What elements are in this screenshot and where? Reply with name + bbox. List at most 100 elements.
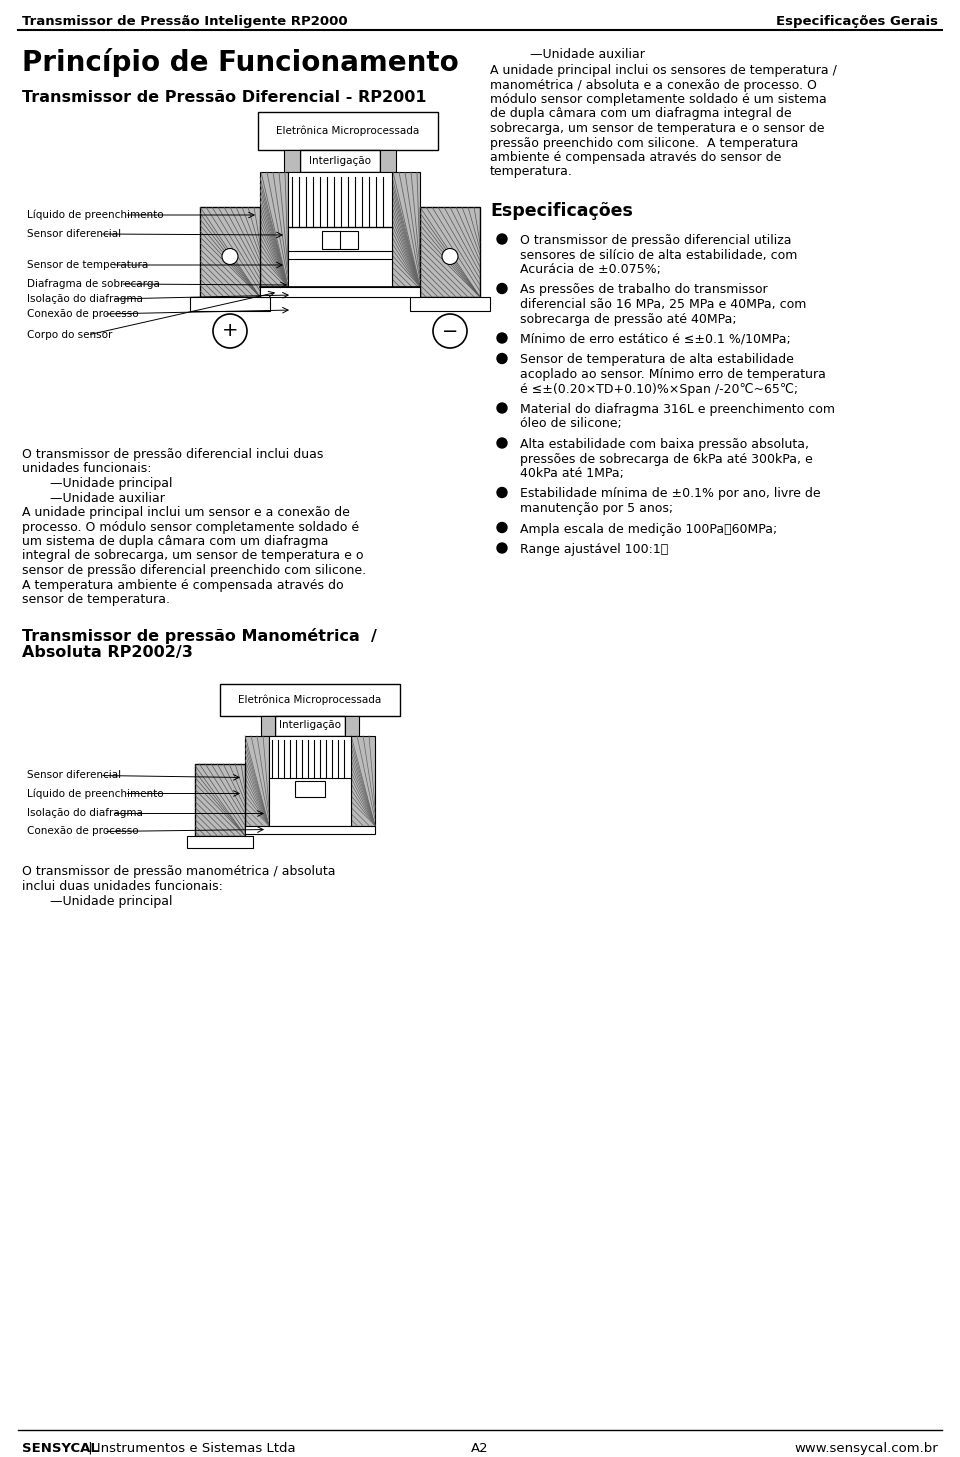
Text: SENSYCAL: SENSYCAL <box>22 1442 99 1456</box>
Bar <box>190 297 270 310</box>
Bar <box>288 172 392 287</box>
Text: Sensor de temperatura de alta estabilidade: Sensor de temperatura de alta estabilida… <box>520 354 794 367</box>
Circle shape <box>497 543 507 554</box>
Text: Sensor diferencial: Sensor diferencial <box>27 229 121 239</box>
Text: −: − <box>442 322 458 341</box>
Text: O transmissor de pressão diferencial inclui duas: O transmissor de pressão diferencial inc… <box>22 447 324 460</box>
Text: +: + <box>222 322 238 341</box>
Circle shape <box>497 334 507 342</box>
Text: manométrica / absoluta e a conexão de processo. O: manométrica / absoluta e a conexão de pr… <box>490 79 817 92</box>
Text: Sensor de temperatura: Sensor de temperatura <box>27 259 148 270</box>
Text: A unidade principal inclui um sensor e a conexão de: A unidade principal inclui um sensor e a… <box>22 506 349 519</box>
Text: de dupla câmara com um diafragma integral de: de dupla câmara com um diafragma integra… <box>490 108 792 121</box>
Text: pressão preenchido com silicone.  A temperatura: pressão preenchido com silicone. A tempe… <box>490 137 799 150</box>
Text: Sensor diferencial: Sensor diferencial <box>27 771 121 781</box>
Text: Líquido de preenchimento: Líquido de preenchimento <box>27 788 163 798</box>
Bar <box>392 172 420 287</box>
Text: inclui duas unidades funcionais:: inclui duas unidades funcionais: <box>22 880 223 893</box>
Bar <box>260 172 288 287</box>
Text: Interligação: Interligação <box>279 721 341 730</box>
Text: Transmissor de pressão Manométrica  /: Transmissor de pressão Manométrica / <box>22 628 377 644</box>
Text: Ampla escala de medição 100Pa～60MPa;: Ampla escala de medição 100Pa～60MPa; <box>520 523 778 536</box>
Text: Interligação: Interligação <box>309 156 371 166</box>
Bar <box>220 683 400 715</box>
Bar <box>410 297 490 310</box>
Text: www.sensycal.com.br: www.sensycal.com.br <box>794 1442 938 1456</box>
Text: Mínimo de erro estático é ≤±0.1 %/10MPa;: Mínimo de erro estático é ≤±0.1 %/10MPa; <box>520 334 791 345</box>
Bar <box>261 715 275 736</box>
Circle shape <box>497 235 507 243</box>
Circle shape <box>497 354 507 363</box>
Bar <box>288 251 392 259</box>
Text: manutenção por 5 anos;: manutenção por 5 anos; <box>520 503 673 514</box>
Text: Eletrônica Microprocessada: Eletrônica Microprocessada <box>276 125 420 137</box>
Text: Isolação do diafragma: Isolação do diafragma <box>27 809 143 819</box>
Text: | Instrumentos e Sistemas Ltda: | Instrumentos e Sistemas Ltda <box>84 1442 296 1456</box>
Text: Absoluta RP2002/3: Absoluta RP2002/3 <box>22 645 193 660</box>
Text: processo. O módulo sensor completamente soldado é: processo. O módulo sensor completamente … <box>22 520 359 533</box>
Bar <box>258 112 438 150</box>
Bar <box>420 207 480 297</box>
Text: Isolação do diafragma: Isolação do diafragma <box>27 294 143 305</box>
Bar <box>269 736 351 826</box>
Bar <box>200 207 260 297</box>
Text: A2: A2 <box>471 1442 489 1456</box>
Text: Acurácia de ±0.075%;: Acurácia de ±0.075%; <box>520 264 660 275</box>
Text: Líquido de preenchimento: Líquido de preenchimento <box>27 210 163 220</box>
Circle shape <box>497 404 507 412</box>
Bar <box>187 835 253 848</box>
Text: Material do diafragma 316L e preenchimento com: Material do diafragma 316L e preenchimen… <box>520 404 835 417</box>
Bar <box>345 715 359 736</box>
Bar <box>245 736 269 826</box>
Text: O transmissor de pressão manométrica / absoluta: O transmissor de pressão manométrica / a… <box>22 865 335 879</box>
Text: Diafragma de sobrecarga: Diafragma de sobrecarga <box>27 278 160 288</box>
Text: integral de sobrecarga, um sensor de temperatura e o: integral de sobrecarga, um sensor de tem… <box>22 549 364 562</box>
Bar <box>284 150 300 172</box>
Text: pressões de sobrecarga de 6kPa até 300kPa, e: pressões de sobrecarga de 6kPa até 300kP… <box>520 453 813 465</box>
Text: A unidade principal inclui os sensores de temperatura /: A unidade principal inclui os sensores d… <box>490 64 837 77</box>
Text: é ≤±(0.20×TD+0.10)%×Span /-20℃~65℃;: é ≤±(0.20×TD+0.10)%×Span /-20℃~65℃; <box>520 383 798 395</box>
Text: A temperatura ambiente é compensada através do: A temperatura ambiente é compensada atra… <box>22 578 344 592</box>
Bar <box>300 150 380 172</box>
Text: —Unidade principal: —Unidade principal <box>50 476 173 490</box>
Text: Conexão de processo: Conexão de processo <box>27 309 138 319</box>
Text: Corpo do sensor: Corpo do sensor <box>27 329 112 339</box>
Text: diferencial são 16 MPa, 25 MPa e 40MPa, com: diferencial são 16 MPa, 25 MPa e 40MPa, … <box>520 299 806 310</box>
Text: Estabilidade mínima de ±0.1% por ano, livre de: Estabilidade mínima de ±0.1% por ano, li… <box>520 488 821 501</box>
Text: Princípio de Funcionamento: Princípio de Funcionamento <box>22 48 459 77</box>
Bar <box>380 150 396 172</box>
Text: um sistema de dupla câmara com um diafragma: um sistema de dupla câmara com um diafra… <box>22 535 328 548</box>
Circle shape <box>497 523 507 532</box>
Text: Especificações: Especificações <box>490 203 633 220</box>
Circle shape <box>222 249 238 265</box>
Circle shape <box>497 439 507 447</box>
Bar <box>195 763 245 835</box>
Text: ambiente é compensada através do sensor de: ambiente é compensada através do sensor … <box>490 152 781 165</box>
Circle shape <box>442 249 458 265</box>
Circle shape <box>497 488 507 497</box>
Text: sensor de pressão diferencial preenchido com silicone.: sensor de pressão diferencial preenchido… <box>22 564 366 577</box>
Text: sobrecarga, um sensor de temperatura e o sensor de: sobrecarga, um sensor de temperatura e o… <box>490 122 825 136</box>
Text: O transmissor de pressão diferencial utiliza: O transmissor de pressão diferencial uti… <box>520 235 791 248</box>
Bar <box>245 826 375 833</box>
Text: sobrecarga de pressão até 40MPa;: sobrecarga de pressão até 40MPa; <box>520 312 736 325</box>
Text: sensores de silício de alta estabilidade, com: sensores de silício de alta estabilidade… <box>520 249 798 261</box>
Text: As pressões de trabalho do transmissor: As pressões de trabalho do transmissor <box>520 284 768 297</box>
Text: 40kPa até 1MPa;: 40kPa até 1MPa; <box>520 468 624 479</box>
Text: unidades funcionais:: unidades funcionais: <box>22 462 152 475</box>
Text: Transmissor de Pressão Inteligente RP2000: Transmissor de Pressão Inteligente RP200… <box>22 15 348 28</box>
Text: módulo sensor completamente soldado é um sistema: módulo sensor completamente soldado é um… <box>490 93 827 106</box>
Text: —Unidade auxiliar: —Unidade auxiliar <box>50 491 165 504</box>
Text: temperatura.: temperatura. <box>490 166 573 179</box>
Bar <box>275 715 345 736</box>
Text: Especificações Gerais: Especificações Gerais <box>776 15 938 28</box>
Text: Conexão de processo: Conexão de processo <box>27 826 138 836</box>
Text: Alta estabilidade com baixa pressão absoluta,: Alta estabilidade com baixa pressão abso… <box>520 439 809 452</box>
Bar <box>260 287 420 297</box>
Bar <box>351 736 375 826</box>
Text: óleo de silicone;: óleo de silicone; <box>520 418 622 430</box>
Text: Transmissor de Pressão Diferencial - RP2001: Transmissor de Pressão Diferencial - RP2… <box>22 90 426 105</box>
Text: —Unidade auxiliar: —Unidade auxiliar <box>530 48 645 61</box>
Bar <box>295 781 325 797</box>
Text: Range ajustável 100:1；: Range ajustável 100:1； <box>520 543 668 557</box>
